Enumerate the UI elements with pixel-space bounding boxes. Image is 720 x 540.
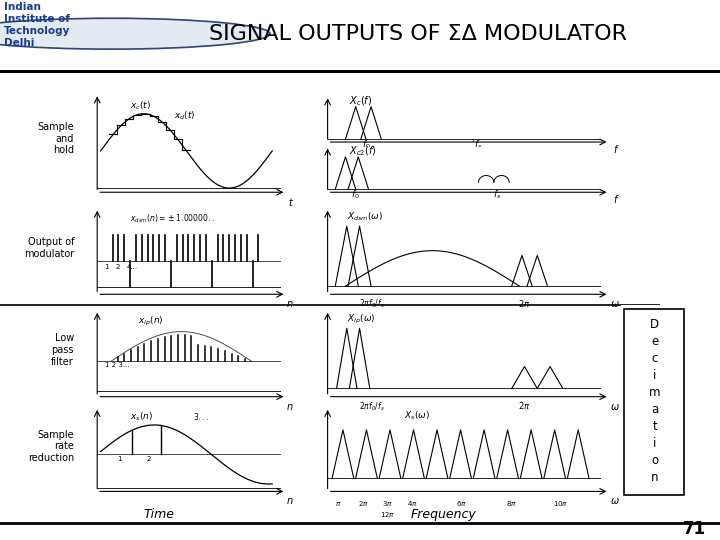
Text: $3...$: $3...$: [193, 411, 209, 422]
Text: $f_0$: $f_0$: [361, 138, 370, 151]
Text: f: f: [613, 145, 616, 154]
Text: D
e
c
i
m
a
t
i
o
n: D e c i m a t i o n: [649, 318, 660, 484]
Text: 2: 2: [147, 456, 151, 462]
Text: $f_0$: $f_0$: [351, 188, 359, 201]
Text: 2: 2: [115, 265, 120, 271]
Text: $3\pi$: $3\pi$: [382, 499, 393, 508]
Text: $6\pi$: $6\pi$: [456, 499, 467, 508]
Text: 71: 71: [683, 520, 706, 538]
Text: $x_s(n)$: $x_s(n)$: [130, 411, 153, 423]
Text: Low
pass
filter: Low pass filter: [51, 333, 74, 367]
Text: $X_c(f)$: $X_c(f)$: [349, 94, 373, 107]
Text: $10\pi$: $10\pi$: [552, 499, 568, 508]
Text: $4\pi$: $4\pi$: [407, 499, 418, 508]
Text: Output of
modulator: Output of modulator: [24, 237, 74, 259]
Text: $X_s(\omega)$: $X_s(\omega)$: [404, 409, 430, 422]
Text: f: f: [613, 195, 616, 205]
Text: n: n: [287, 402, 293, 411]
Text: n: n: [287, 496, 293, 507]
Text: $2\pi f_0/f_s$: $2\pi f_0/f_s$: [359, 400, 384, 413]
Text: Sample
and
hold: Sample and hold: [37, 122, 74, 156]
Text: Frequency: Frequency: [411, 508, 477, 521]
Text: $8\pi$: $8\pi$: [505, 499, 516, 508]
Text: $X_{dsm}(\omega)$: $X_{dsm}(\omega)$: [347, 211, 383, 223]
FancyBboxPatch shape: [624, 309, 684, 495]
Text: $x_{lp}(n)$: $x_{lp}(n)$: [138, 315, 163, 328]
Text: 1: 1: [117, 456, 122, 462]
Text: $f_s$: $f_s$: [493, 188, 501, 201]
Text: $\pi$: $\pi$: [336, 500, 342, 508]
Text: $x_c(t)$: $x_c(t)$: [130, 99, 151, 112]
Text: 1: 1: [104, 265, 109, 271]
Text: Time: Time: [143, 508, 174, 521]
Text: $x_{dsm}(n) = \pm 1.00000..$: $x_{dsm}(n) = \pm 1.00000..$: [130, 212, 215, 225]
Circle shape: [0, 18, 270, 49]
Text: 1 2 3...: 1 2 3...: [104, 362, 129, 368]
Text: $2\pi$: $2\pi$: [518, 298, 531, 309]
Text: n: n: [287, 299, 293, 309]
Text: $x_d(t)$: $x_d(t)$: [174, 109, 196, 122]
Text: SIGNAL OUTPUTS OF ΣΔ MODULATOR: SIGNAL OUTPUTS OF ΣΔ MODULATOR: [209, 24, 627, 44]
Text: $\omega$: $\omega$: [610, 496, 620, 507]
Text: $\omega$: $\omega$: [610, 402, 620, 411]
Text: Sample
rate
reduction: Sample rate reduction: [28, 430, 74, 463]
Text: Indian
Institute of
Technology
Delhi: Indian Institute of Technology Delhi: [4, 2, 70, 48]
Text: t: t: [288, 198, 292, 208]
Text: $2\pi$: $2\pi$: [518, 400, 531, 411]
Text: $X_{c2}(f)$: $X_{c2}(f)$: [349, 144, 377, 158]
Text: $\omega$: $\omega$: [610, 299, 620, 309]
Text: 4...: 4...: [127, 265, 138, 271]
Text: $12\pi$: $12\pi$: [380, 510, 395, 519]
Text: $X_{lp}(\omega)$: $X_{lp}(\omega)$: [347, 313, 375, 326]
Text: $2\pi$: $2\pi$: [358, 499, 369, 508]
Text: $f_s$: $f_s$: [474, 138, 482, 151]
Text: $2\pi f_0/f_s$: $2\pi f_0/f_s$: [359, 298, 384, 310]
